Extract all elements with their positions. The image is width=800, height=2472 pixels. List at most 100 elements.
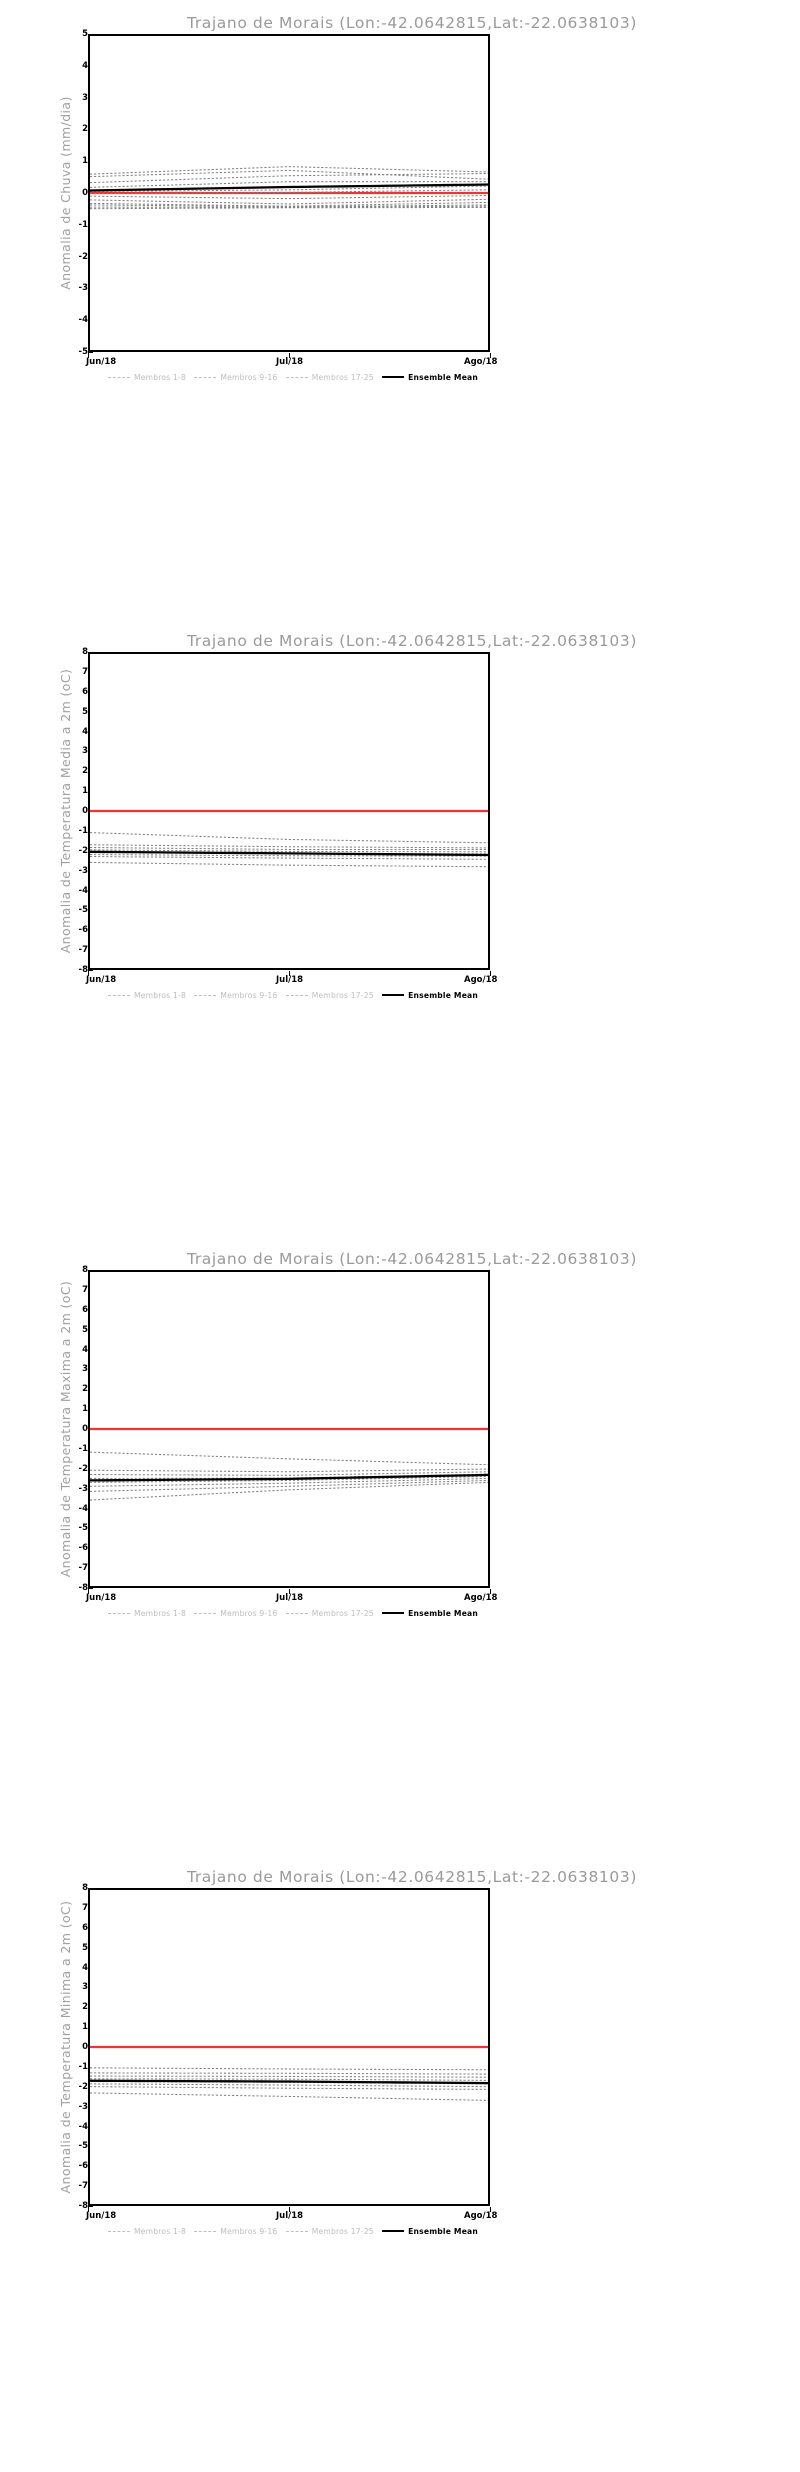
chart-panel-temperatura-minima: Trajano de Morais (Lon:-42.0642815,Lat:-… bbox=[0, 1854, 800, 2472]
legend-item[interactable]: Membros 1-8 bbox=[108, 991, 186, 1000]
y-tick-label: -4 bbox=[78, 315, 88, 326]
y-tick-mark bbox=[88, 352, 93, 353]
y-tick-label: -3 bbox=[78, 865, 88, 876]
legend-swatch-icon bbox=[285, 994, 308, 996]
y-tick-label: -5 bbox=[78, 347, 88, 357]
member-series-line bbox=[90, 2092, 488, 2101]
legend-item[interactable]: Membros 1-8 bbox=[108, 1609, 186, 1618]
member-series-line bbox=[90, 846, 488, 850]
legend-item[interactable]: Ensemble Mean bbox=[382, 2227, 478, 2236]
legend-swatch-icon bbox=[285, 2230, 308, 2232]
x-axis-ticks: Jun/18 Jul/18 Ago/18 bbox=[0, 971, 800, 987]
y-tick-label: 4 bbox=[82, 1344, 88, 1355]
chart-legend: Membros 1-8 Membros 9-16 Membros 17-25 Ense… bbox=[88, 370, 490, 384]
y-tick-label: -6 bbox=[78, 2161, 88, 2172]
legend-label: Ensemble Mean bbox=[408, 2226, 478, 2236]
x-axis-ticks: Jun/18 Jul/18 Ago/18 bbox=[0, 353, 800, 369]
legend-swatch-icon bbox=[108, 2230, 130, 2232]
legend-label: Membros 9-16 bbox=[220, 1608, 278, 1618]
plot-canvas bbox=[90, 166, 488, 210]
legend-item[interactable]: Ensemble Mean bbox=[382, 1609, 478, 1618]
chart-legend: Membros 1-8 Membros 9-16 Membros 17-25 Ense… bbox=[88, 2224, 490, 2238]
y-tick-label: 6 bbox=[82, 1304, 88, 1315]
legend-item[interactable]: Ensemble Mean bbox=[382, 373, 478, 382]
chart-legend: Membros 1-8 Membros 9-16 Membros 17-25 Ense… bbox=[88, 1606, 490, 1620]
legend-item[interactable]: Membros 1-8 bbox=[108, 373, 186, 382]
x-tick-label: Ago/18 bbox=[464, 1593, 498, 1603]
x-tick-mark bbox=[289, 971, 290, 976]
x-tick-label: Jun/18 bbox=[86, 975, 117, 985]
y-tick-label: 4 bbox=[82, 1962, 88, 1973]
member-series-line bbox=[90, 166, 488, 175]
y-tick-label: -8 bbox=[78, 1583, 88, 1593]
member-series-line bbox=[90, 1468, 488, 1473]
legend-swatch-icon bbox=[285, 376, 308, 378]
y-tick-label: -2 bbox=[78, 845, 88, 856]
x-tick-mark bbox=[88, 971, 89, 976]
y-tick-label: -2 bbox=[78, 1463, 88, 1474]
y-tick-label: 8 bbox=[82, 1265, 88, 1275]
y-tick-label: -1 bbox=[78, 2061, 88, 2072]
legend-item[interactable]: Membros 9-16 bbox=[194, 1609, 277, 1618]
member-series-line bbox=[90, 2067, 488, 2071]
x-tick-mark bbox=[289, 353, 290, 358]
x-tick-label: Ago/18 bbox=[464, 357, 498, 367]
legend-item[interactable]: Membros 17-25 bbox=[285, 1609, 374, 1618]
legend-item[interactable]: Membros 9-16 bbox=[194, 2227, 277, 2236]
chart-panel-temperatura-media: Trajano de Morais (Lon:-42.0642815,Lat:-… bbox=[0, 618, 800, 1236]
ensemble-mean-line bbox=[90, 2079, 488, 2085]
chart-title: Trajano de Morais (Lon:-42.0642815,Lat:-… bbox=[187, 632, 637, 650]
legend-label: Membros 9-16 bbox=[220, 990, 278, 1000]
member-series-line bbox=[90, 849, 488, 853]
plot-area bbox=[88, 1888, 490, 2206]
legend-swatch-icon bbox=[194, 2230, 217, 2232]
ensemble-mean-line bbox=[90, 183, 488, 192]
legend-label: Membros 1-8 bbox=[134, 2226, 187, 2236]
member-series-line bbox=[90, 2075, 488, 2078]
y-tick-mark bbox=[88, 1588, 93, 1589]
y-tick-label: 5 bbox=[82, 1324, 88, 1335]
member-series-line bbox=[90, 854, 488, 857]
legend-label: Membros 1-8 bbox=[134, 372, 187, 382]
chart-title: Trajano de Morais (Lon:-42.0642815,Lat:-… bbox=[187, 1250, 637, 1268]
y-tick-label: 3 bbox=[82, 1982, 88, 1993]
legend-label: Membros 1-8 bbox=[134, 990, 187, 1000]
legend-swatch-icon bbox=[382, 1611, 405, 1615]
y-tick-label: 0 bbox=[82, 2042, 88, 2052]
x-tick-label: Jun/18 bbox=[86, 357, 117, 367]
plot-area bbox=[88, 34, 490, 352]
chart-legend: Membros 1-8 Membros 9-16 Membros 17-25 Ense… bbox=[88, 988, 490, 1002]
x-tick-label: Jul/18 bbox=[276, 975, 304, 985]
chart-panel-temperatura-maxima: Trajano de Morais (Lon:-42.0642815,Lat:-… bbox=[0, 1236, 800, 1854]
legend-label: Membros 1-8 bbox=[134, 1608, 187, 1618]
y-tick-label: 5 bbox=[82, 1942, 88, 1953]
plot-canvas bbox=[90, 809, 488, 868]
legend-item[interactable]: Membros 17-25 bbox=[285, 373, 374, 382]
member-series-line bbox=[90, 844, 488, 849]
plot-canvas bbox=[90, 1427, 488, 1501]
member-series-line bbox=[90, 189, 488, 195]
y-tick-label: -5 bbox=[78, 2141, 88, 2152]
y-tick-label: -3 bbox=[78, 283, 88, 294]
y-tick-label: 4 bbox=[82, 726, 88, 737]
member-series-line bbox=[90, 204, 488, 208]
legend-item[interactable]: Membros 9-16 bbox=[194, 373, 277, 382]
y-axis-ticks: 8 7 6 5 4 3 2 1 0 -1 -2 -3 -4 -5 -6 -7 -8 bbox=[50, 648, 93, 974]
y-tick-label: 7 bbox=[82, 1284, 88, 1295]
y-tick-label: 8 bbox=[82, 647, 88, 657]
legend-label: Membros 17-25 bbox=[311, 990, 374, 1000]
member-series-line bbox=[90, 2083, 488, 2088]
legend-item[interactable]: Membros 17-25 bbox=[285, 2227, 374, 2236]
y-tick-label: -8 bbox=[78, 965, 88, 975]
chart-panel-chuva: Trajano de Morais (Lon:-42.0642815,Lat:-… bbox=[0, 0, 800, 618]
legend-item[interactable]: Membros 17-25 bbox=[285, 990, 374, 1000]
legend-item[interactable]: Membros 1-8 bbox=[108, 2227, 186, 2236]
legend-item[interactable]: Membros 9-16 bbox=[194, 991, 277, 1000]
member-series-line bbox=[90, 1479, 488, 1492]
legend-item[interactable]: Ensemble Mean bbox=[382, 991, 478, 1000]
y-tick-label: 2 bbox=[82, 124, 88, 135]
member-series-line bbox=[90, 181, 488, 188]
legend-label: Ensemble Mean bbox=[408, 372, 478, 382]
x-tick-mark bbox=[490, 971, 491, 976]
legend-label: Membros 9-16 bbox=[220, 372, 278, 382]
